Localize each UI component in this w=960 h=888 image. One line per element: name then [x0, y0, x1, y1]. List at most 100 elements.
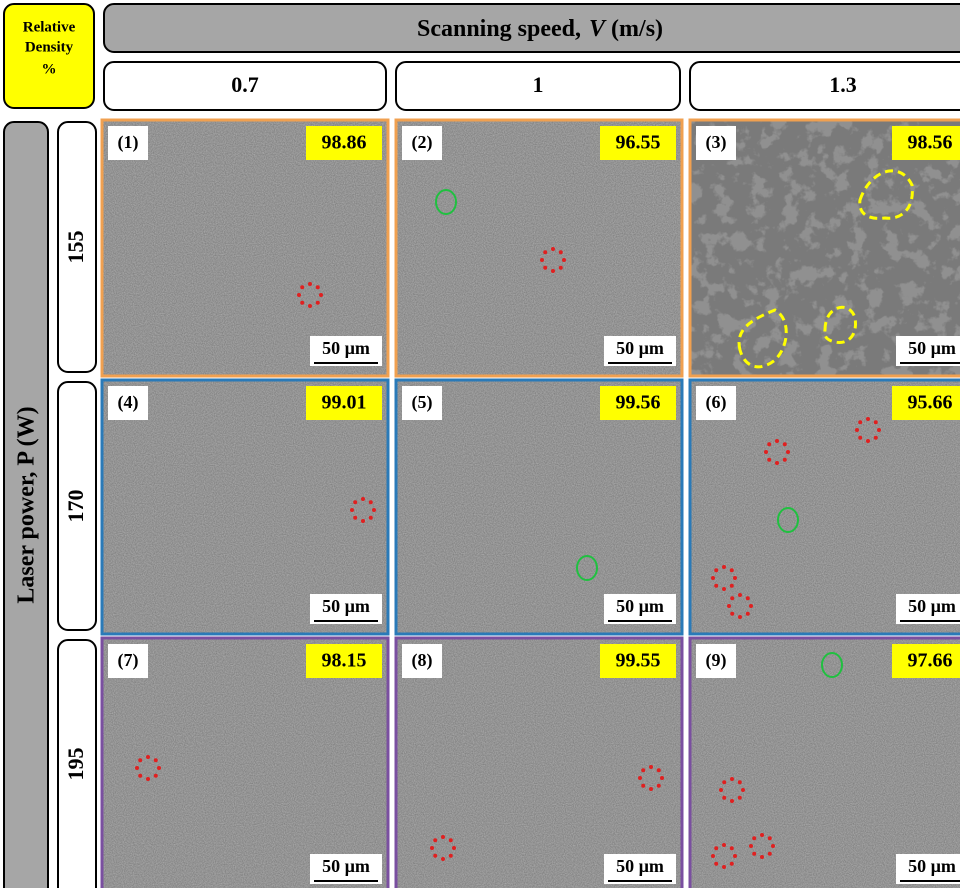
pore-marker: [297, 293, 301, 297]
index-label: (5): [412, 392, 433, 413]
column-box: [690, 62, 960, 110]
pore-marker: [316, 285, 320, 289]
pore-marker: [308, 304, 312, 308]
pore-marker: [649, 765, 653, 769]
pore-marker: [722, 796, 726, 800]
pore-marker: [858, 420, 862, 424]
pore-marker: [157, 766, 161, 770]
pore-marker: [138, 758, 142, 762]
scale-label: 50 µm: [616, 338, 664, 358]
figure: Relative Density % Scanning speed,V(m/s)…: [0, 0, 960, 888]
pore-marker: [361, 497, 365, 501]
pore-marker: [771, 844, 775, 848]
pore-marker: [722, 843, 726, 847]
pore-marker: [730, 862, 734, 866]
pore-marker: [749, 844, 753, 848]
pore-marker: [154, 774, 158, 778]
pore-marker: [738, 593, 742, 597]
pore-marker: [638, 776, 642, 780]
corner-line: Density: [25, 39, 74, 55]
micrograph-cell: (3) 98.56 50 µm: [690, 120, 960, 376]
pore-marker: [730, 596, 734, 600]
density-value: 98.15: [322, 650, 367, 672]
pore-marker: [714, 862, 718, 866]
micrograph-cell: (5)99.5650 µm: [396, 380, 682, 634]
pore-marker: [727, 604, 731, 608]
index-label: (9): [706, 650, 727, 671]
scale-label: 50 µm: [322, 338, 370, 358]
pore-marker: [767, 442, 771, 446]
index-label: (3): [706, 132, 727, 153]
scale-label: 50 µm: [322, 856, 370, 876]
pore-marker: [441, 835, 445, 839]
pore-marker: [551, 269, 555, 273]
density-value: 98.56: [908, 132, 953, 154]
index-label: (8): [412, 650, 433, 671]
pore-marker: [855, 428, 859, 432]
micrograph-cell: (1)98.8650 µm: [102, 120, 388, 376]
pore-marker: [714, 584, 718, 588]
pore-marker: [866, 439, 870, 443]
pore-marker: [430, 846, 434, 850]
pore-marker: [764, 450, 768, 454]
pore-marker: [353, 500, 357, 504]
pore-marker: [767, 458, 771, 462]
pore-marker: [749, 604, 753, 608]
pore-marker: [719, 788, 723, 792]
scale-label: 50 µm: [908, 338, 956, 358]
pore-marker: [300, 301, 304, 305]
pore-marker: [146, 777, 150, 781]
scale-label: 50 µm: [616, 596, 664, 616]
scale-label: 50 µm: [908, 856, 956, 876]
pore-marker: [551, 247, 555, 251]
pore-marker: [146, 755, 150, 759]
pore-marker: [733, 576, 737, 580]
pore-marker: [135, 766, 139, 770]
pore-marker: [559, 266, 563, 270]
pore-marker: [649, 787, 653, 791]
pore-marker: [730, 612, 734, 616]
pore-marker: [641, 784, 645, 788]
pore-marker: [775, 461, 779, 465]
pore-marker: [783, 458, 787, 462]
pore-marker: [858, 436, 862, 440]
pore-marker: [722, 865, 726, 869]
pore-marker: [449, 838, 453, 842]
pore-marker: [730, 777, 734, 781]
column-header: Scanning speed,V(m/s): [417, 16, 663, 42]
index-label: (2): [412, 132, 433, 153]
pore-marker: [449, 854, 453, 858]
pore-marker: [154, 758, 158, 762]
scale-label: 50 µm: [616, 856, 664, 876]
density-value: 99.55: [616, 650, 661, 672]
corner-line: Relative: [23, 19, 76, 35]
micrograph-cell: (8) 99.55 50 µm: [396, 638, 682, 888]
pore-marker: [738, 615, 742, 619]
row-header: Laser power, P (W): [14, 406, 40, 603]
column-label: 1: [533, 72, 544, 97]
pore-marker: [543, 250, 547, 254]
column-label: 1.3: [829, 72, 857, 97]
density-value: 97.66: [908, 650, 953, 672]
pore-marker: [746, 612, 750, 616]
pore-marker: [752, 836, 756, 840]
pore-marker: [722, 780, 726, 784]
column-label: 0.7: [231, 72, 259, 97]
density-value: 95.66: [908, 392, 953, 414]
pore-marker: [786, 450, 790, 454]
pore-marker: [138, 774, 142, 778]
index-label: (7): [118, 650, 139, 671]
pore-marker: [316, 301, 320, 305]
pore-marker: [641, 768, 645, 772]
pore-marker: [874, 436, 878, 440]
pore-marker: [877, 428, 881, 432]
row-label: 170: [63, 490, 88, 523]
pore-marker: [657, 768, 661, 772]
pore-marker: [768, 836, 772, 840]
pore-marker: [738, 780, 742, 784]
pore-marker: [722, 565, 726, 569]
density-value: 99.01: [322, 392, 367, 414]
